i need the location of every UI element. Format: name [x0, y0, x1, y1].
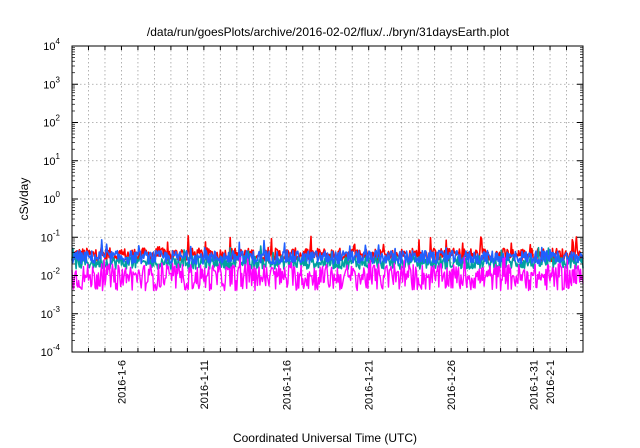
- y-axis: 10-4 10-3 10-2 10-1 100 101 102 103 104: [41, 37, 583, 359]
- chart-title: /data/run/goesPlots/archive/2016-02-02/f…: [147, 25, 510, 39]
- y-tick-label: 101: [43, 152, 60, 168]
- x-axis: 2016-1-6 2016-1-11 2016-1-16 2016-1-21 2016-…: [87, 46, 568, 410]
- y-tick-label: 10-2: [41, 267, 61, 283]
- x-tick-label: 2016-1-16: [281, 360, 293, 410]
- series-group: [71, 235, 584, 292]
- series-line: [71, 256, 584, 292]
- x-tick-label: 2016-1-11: [199, 360, 211, 409]
- y-tick-label: 104: [43, 37, 60, 53]
- y-tick-label: 100: [43, 190, 60, 206]
- grid-lines: [72, 46, 583, 352]
- y-tick-label: 102: [43, 114, 60, 130]
- x-axis-title: Coordinated Universal Time (UTC): [233, 431, 417, 445]
- x-tick-label: 2016-1-21: [364, 360, 376, 410]
- x-tick-label: 2016-1-6: [116, 360, 128, 404]
- x-tick-label: 2016-1-31: [529, 360, 541, 410]
- y-tick-label: 103: [43, 75, 60, 91]
- x-tick-label: 2016-1-26: [446, 360, 458, 410]
- y-tick-label: 10-1: [41, 228, 61, 244]
- series-line: [71, 239, 584, 265]
- y-tick-label: 10-4: [41, 343, 61, 359]
- y-tick-label: 10-3: [41, 305, 61, 321]
- x-tick-label: 2016-2-1: [545, 360, 557, 404]
- y-axis-title: cSv/day: [17, 178, 31, 221]
